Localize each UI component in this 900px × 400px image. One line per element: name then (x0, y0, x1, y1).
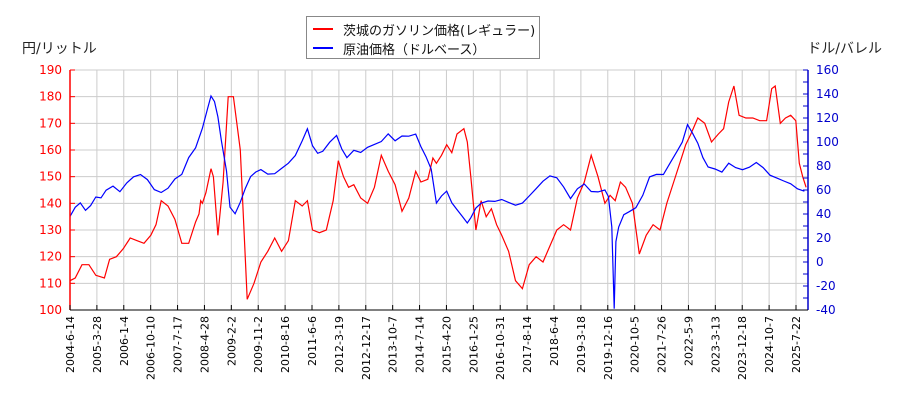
svg-text:2021-7-26: 2021-7-26 (656, 316, 669, 373)
svg-text:20: 20 (816, 231, 831, 245)
svg-text:2016-10-31: 2016-10-31 (494, 316, 507, 380)
left-axis-title: 円/リットル (22, 41, 97, 57)
svg-text:2025-7-22: 2025-7-22 (790, 316, 803, 373)
legend-item-gasoline: 茨城のガソリン価格(レギュラー) (313, 20, 536, 39)
svg-text:2015-4-20: 2015-4-20 (440, 316, 453, 373)
svg-text:2019-12-16: 2019-12-16 (602, 316, 615, 380)
svg-text:190: 190 (39, 63, 62, 77)
svg-text:130: 130 (39, 223, 62, 237)
svg-text:0: 0 (816, 255, 824, 269)
svg-text:2009-11-2: 2009-11-2 (252, 316, 265, 373)
legend-swatch-red (313, 28, 333, 30)
svg-text:120: 120 (816, 111, 839, 125)
legend-item-crude: 原油価格（ドルベース） (313, 39, 486, 58)
svg-text:150: 150 (39, 170, 62, 184)
svg-text:2009-2-2: 2009-2-2 (225, 316, 238, 366)
legend: 茨城のガソリン価格(レギュラー) 原油価格（ドルベース） (306, 16, 540, 59)
series-layer (69, 84, 807, 309)
legend-label: 茨城のガソリン価格(レギュラー) (343, 23, 536, 39)
x-tick-labels: 2004-6-14 2005-3-28 2006-1-4 2006-10-10 2007… (64, 316, 803, 380)
svg-text:110: 110 (39, 276, 62, 290)
svg-text:2019-3-18: 2019-3-18 (575, 316, 588, 373)
svg-text:80: 80 (816, 159, 831, 173)
axes: 100 110 120 130 140 150 160 170 180 190 -40 -20 0 20 4… (39, 63, 839, 317)
right-axis-title: ドル/バレル (807, 41, 882, 57)
svg-text:2010-8-16: 2010-8-16 (279, 316, 292, 373)
svg-text:2011-6-6: 2011-6-6 (306, 316, 319, 366)
svg-text:160: 160 (816, 63, 839, 77)
svg-text:-20: -20 (816, 279, 836, 293)
svg-text:140: 140 (816, 87, 839, 101)
svg-text:2022-5-9: 2022-5-9 (682, 316, 695, 366)
svg-text:2023-12-18: 2023-12-18 (736, 316, 749, 380)
svg-text:2018-6-4: 2018-6-4 (548, 316, 561, 366)
svg-text:170: 170 (39, 116, 62, 130)
svg-text:2014-7-14: 2014-7-14 (414, 316, 427, 373)
legend-label: 原油価格（ドルベース） (343, 42, 486, 58)
svg-text:2020-10-5: 2020-10-5 (629, 316, 642, 373)
svg-text:2016-1-25: 2016-1-25 (467, 316, 480, 373)
svg-text:2007-7-17: 2007-7-17 (172, 316, 185, 373)
svg-text:120: 120 (39, 250, 62, 264)
crude-oil-price-line (69, 94, 805, 309)
svg-text:2008-4-28: 2008-4-28 (198, 316, 211, 373)
svg-text:160: 160 (39, 143, 62, 157)
svg-text:2013-10-7: 2013-10-7 (387, 316, 400, 373)
svg-text:60: 60 (816, 183, 831, 197)
gridlines (69, 69, 808, 311)
svg-text:100: 100 (816, 135, 839, 149)
svg-text:2012-3-19: 2012-3-19 (333, 316, 346, 373)
svg-text:2006-1-4: 2006-1-4 (118, 316, 131, 366)
svg-text:100: 100 (39, 303, 62, 317)
svg-text:40: 40 (816, 207, 831, 221)
svg-text:2024-10-7: 2024-10-7 (763, 316, 776, 373)
svg-text:180: 180 (39, 90, 62, 104)
svg-text:2023-3-13: 2023-3-13 (709, 316, 722, 373)
svg-text:2005-3-28: 2005-3-28 (91, 316, 104, 373)
svg-text:2006-10-10: 2006-10-10 (145, 316, 158, 380)
legend-swatch-blue (313, 47, 333, 49)
svg-text:-40: -40 (816, 303, 836, 317)
svg-text:2004-6-14: 2004-6-14 (64, 316, 77, 373)
svg-text:140: 140 (39, 196, 62, 210)
svg-text:2017-8-14: 2017-8-14 (521, 316, 534, 373)
svg-text:2012-12-17: 2012-12-17 (360, 316, 373, 380)
gasoline-price-line (69, 84, 807, 300)
